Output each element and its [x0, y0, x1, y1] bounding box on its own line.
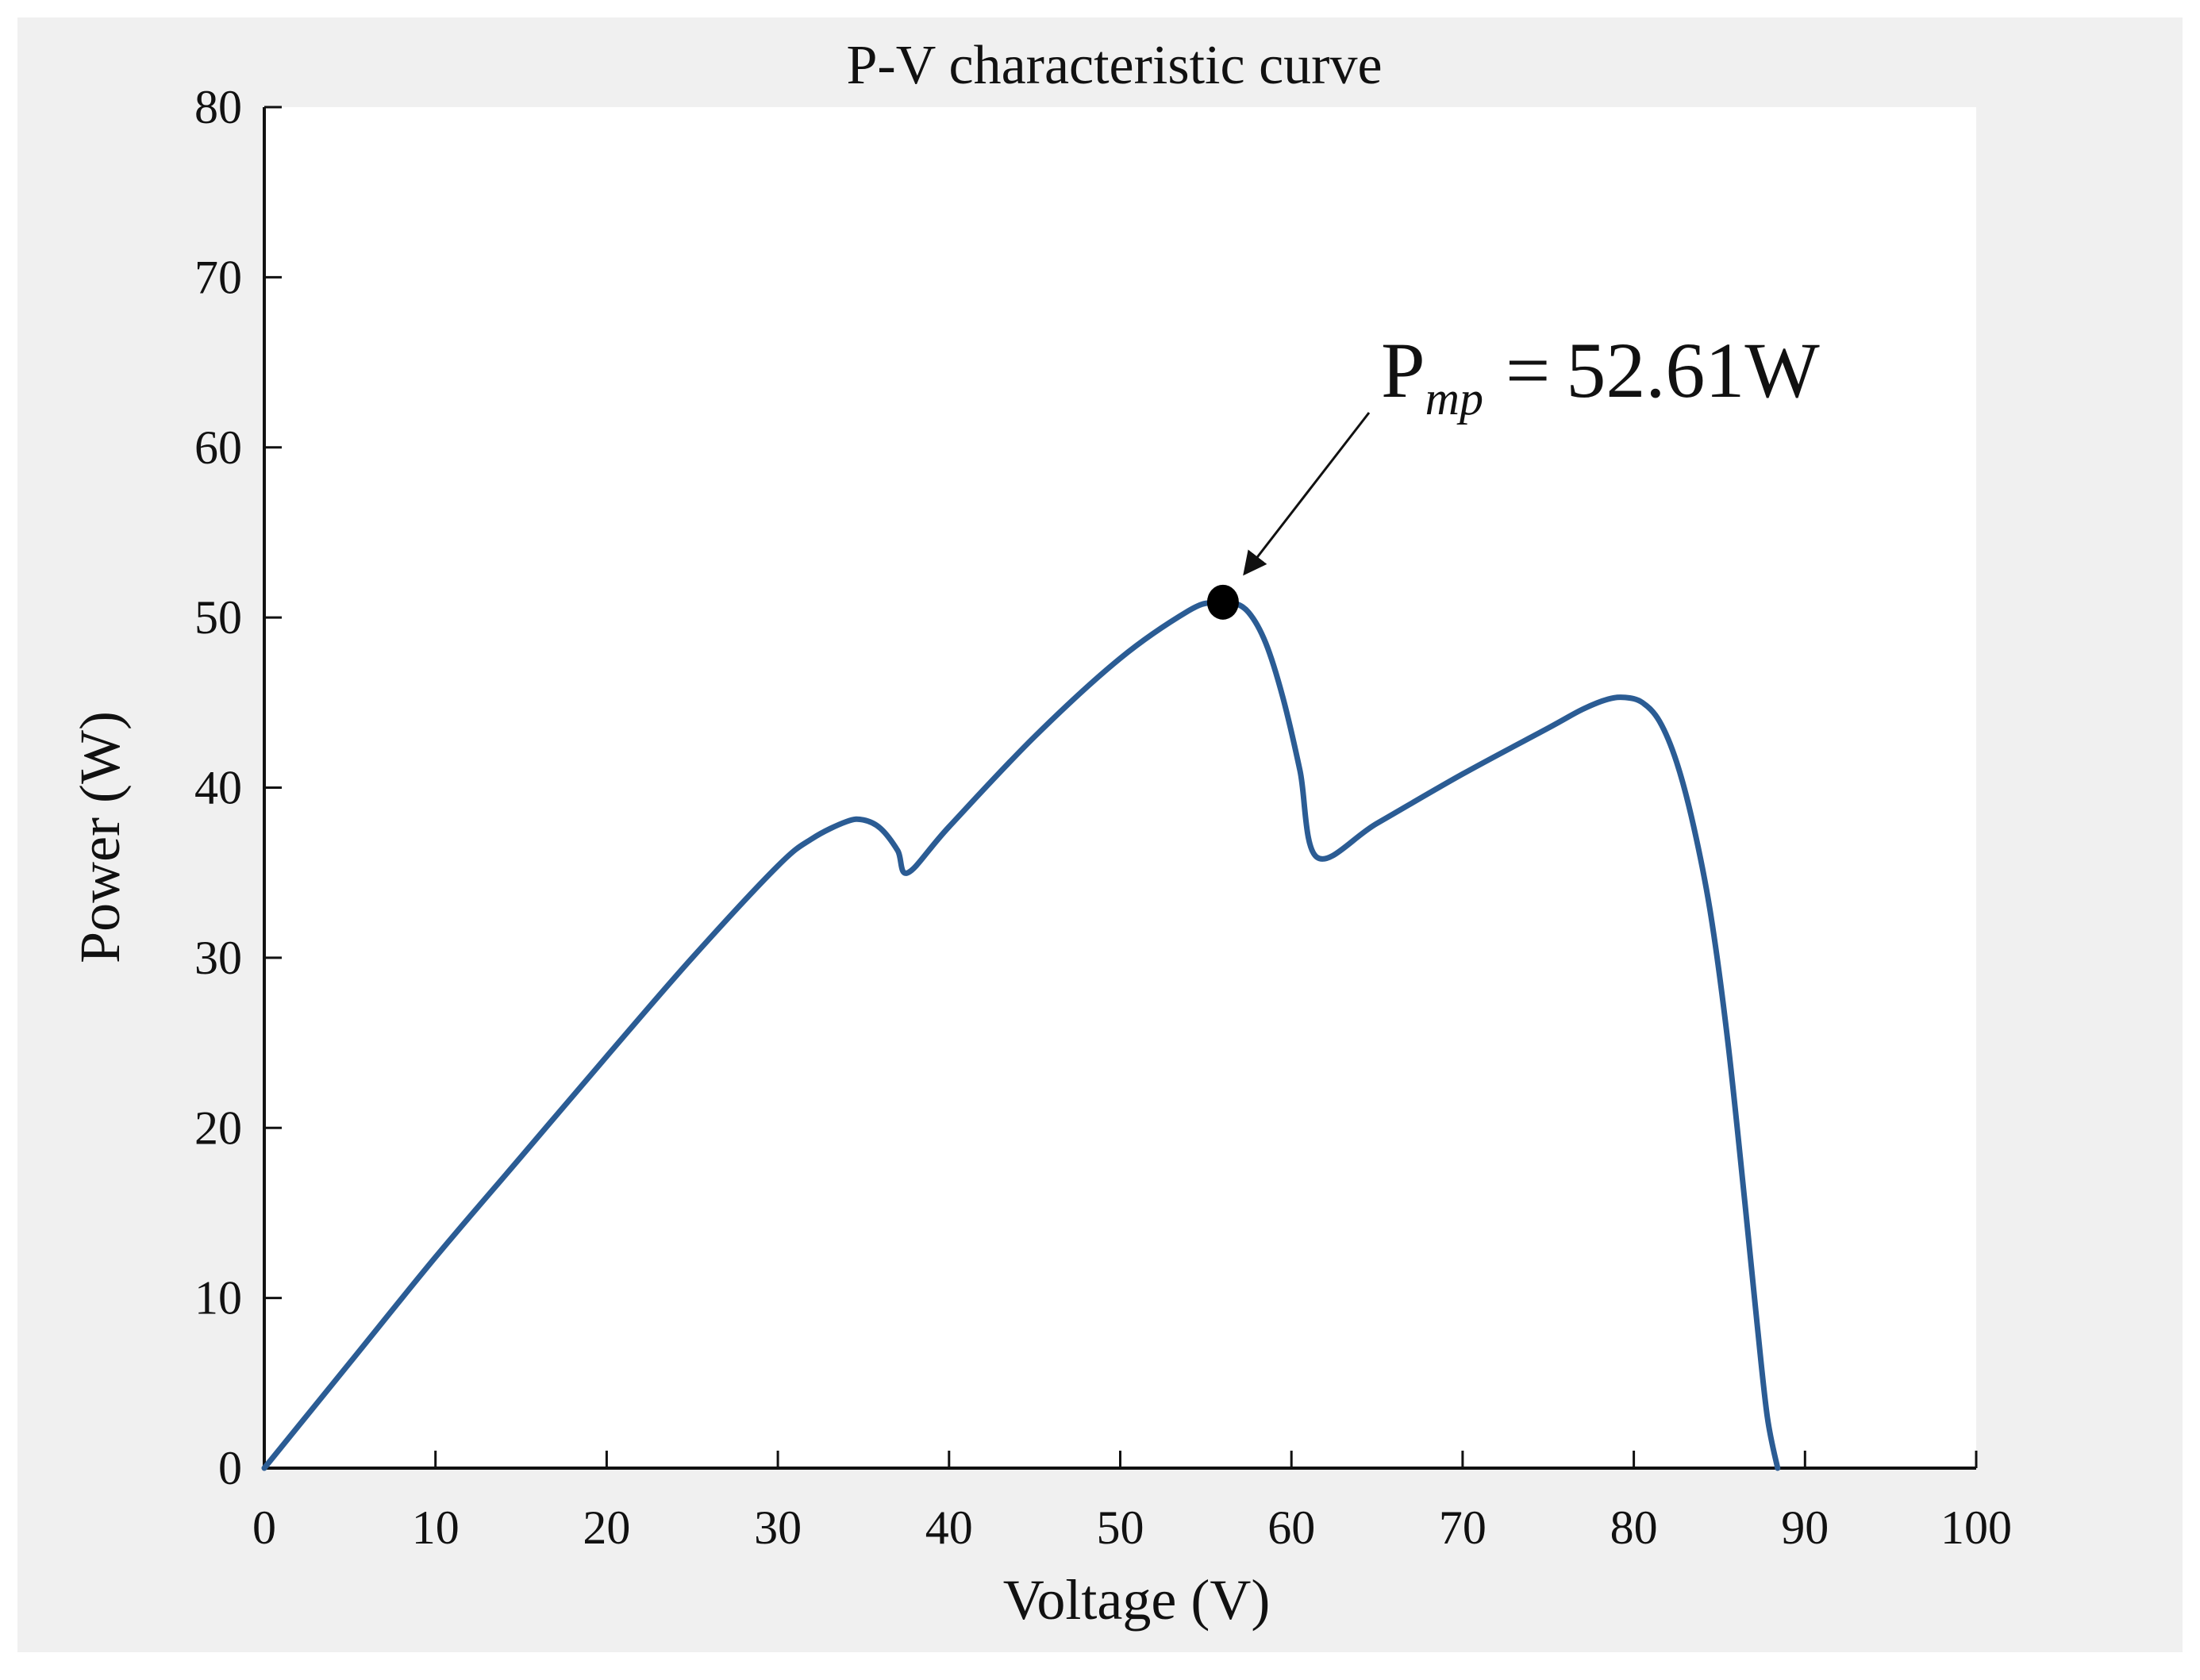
y-tick-label: 60: [194, 421, 242, 474]
y-axis-title: Power (W): [68, 711, 132, 963]
x-tick-label: 30: [754, 1501, 802, 1554]
x-tick-label: 100: [1940, 1501, 2012, 1554]
x-tick-label: 50: [1097, 1501, 1144, 1554]
x-tick-label: 20: [583, 1501, 630, 1554]
max-power-point-marker: [1206, 584, 1239, 620]
x-tick-label: 60: [1267, 1501, 1315, 1554]
plot-background: [264, 107, 1976, 1468]
x-tick-label: 40: [925, 1501, 973, 1554]
annotation-subscript: mp: [1425, 372, 1483, 425]
y-tick-label: 80: [194, 81, 242, 133]
y-tick-label: 30: [194, 932, 242, 984]
x-tick-label: 90: [1781, 1501, 1829, 1554]
axis-ticks: 0 10 20 30 40 50 60 70 80 90 100 0 10 20 30 40 50 60 70 80: [194, 81, 2012, 1554]
x-axis-title: Voltage (V): [1003, 1568, 1271, 1632]
annotation-arrow: [1243, 412, 1371, 576]
series-pv-curve: [261, 598, 1781, 1471]
annotation-symbol: P: [1381, 326, 1425, 414]
y-tick-label: 10: [194, 1272, 242, 1324]
y-tick-label: 70: [194, 251, 242, 303]
chart-title: P-V characteristic curve: [846, 35, 1382, 96]
pmp-annotation: Pmp = 52.61W: [1381, 326, 1820, 425]
y-tick-label: 40: [194, 762, 242, 814]
x-tick-label: 80: [1610, 1501, 1658, 1554]
annotation-equals: =: [1506, 326, 1550, 414]
x-tick-label: 0: [252, 1501, 276, 1554]
x-tick-label: 70: [1439, 1501, 1487, 1554]
y-tick-label: 50: [194, 591, 242, 644]
y-tick-label: 20: [194, 1101, 242, 1154]
annotation-value: 52.61W: [1566, 326, 1820, 414]
x-tick-label: 10: [412, 1501, 460, 1554]
y-tick-label: 0: [218, 1442, 242, 1494]
